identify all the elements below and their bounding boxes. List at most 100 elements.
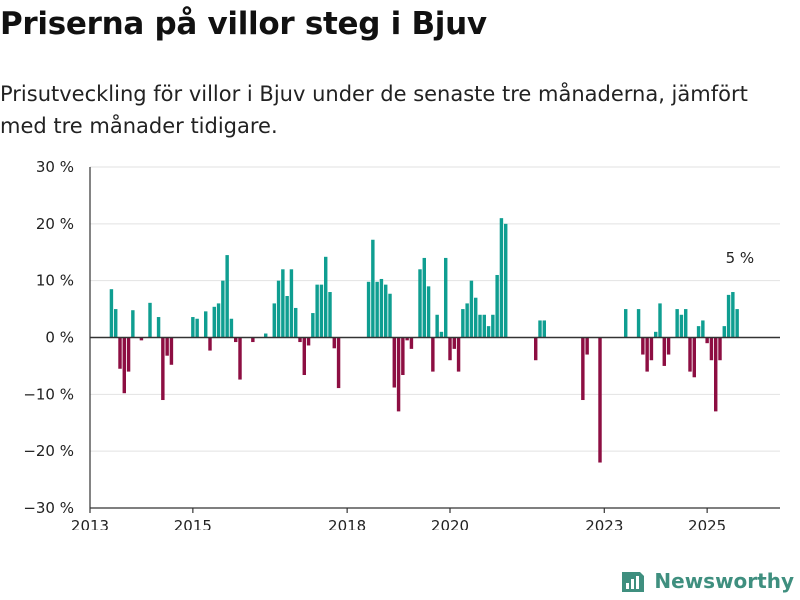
bar-positive: [285, 296, 289, 338]
labels: 30 % 20 % 10 % 0 % −10 % −20 % −30 %2013 2015 20…: [23, 158, 754, 530]
bar-negative: [456, 337, 461, 372]
y-tick-label: 0 %: [45, 329, 74, 347]
bar-positive: [474, 297, 478, 338]
y-tick-label: −10 %: [23, 385, 74, 403]
bar-positive: [538, 320, 542, 338]
bar-positive: [435, 314, 439, 338]
bar-positive: [264, 333, 268, 338]
bar-positive: [225, 255, 229, 338]
bar-negative: [452, 337, 456, 349]
bar-positive: [384, 284, 388, 338]
bar-positive: [439, 331, 444, 338]
bar-positive: [422, 257, 426, 338]
bar-negative: [336, 337, 341, 389]
bar-positive: [624, 309, 628, 338]
bar-negative: [118, 337, 122, 369]
y-tick-label: −30 %: [23, 499, 74, 517]
bar-positive: [465, 303, 469, 338]
axes: [89, 167, 780, 513]
bar-chart: 30 % 20 % 10 % 0 % −10 % −20 % −30 %2013 2015 20…: [23, 158, 780, 530]
bar-negative: [392, 337, 396, 388]
bar-positive: [731, 292, 735, 338]
newsworthy-logo: Newsworthy: [620, 568, 794, 594]
x-tick-label: 2013: [71, 517, 109, 530]
x-tick-label: 2020: [431, 517, 469, 530]
x-tick-label: 2023: [585, 517, 623, 530]
newsworthy-logo-text: Newsworthy: [654, 569, 794, 593]
bar-positive: [684, 309, 688, 338]
bar-negative: [401, 337, 405, 376]
bar-positive: [636, 309, 641, 338]
bar-negative: [302, 337, 306, 376]
bar-negative: [718, 337, 722, 361]
bar-negative: [581, 337, 585, 401]
bar-positive: [294, 307, 298, 338]
bar-positive: [722, 326, 726, 338]
bar-negative: [409, 337, 414, 349]
bar-positive: [366, 281, 371, 338]
bar-positive: [735, 309, 739, 338]
bar-positive: [696, 326, 701, 338]
bar-positive: [272, 303, 276, 338]
bar-positive: [311, 313, 315, 338]
annotation-label: 5 %: [726, 249, 755, 267]
bar-negative: [692, 337, 696, 378]
bar-positive: [675, 309, 679, 338]
bar-positive: [542, 320, 546, 338]
bar-positive: [461, 309, 465, 338]
bar-negative: [165, 337, 169, 356]
bar-positive: [469, 280, 474, 338]
bar-negative: [298, 337, 302, 343]
bar-positive: [726, 294, 731, 338]
bar-negative: [169, 337, 174, 365]
bar-negative: [448, 337, 452, 361]
bar-positive: [679, 314, 684, 338]
bar-negative: [649, 337, 654, 361]
bar-negative: [251, 337, 255, 343]
x-tick-label: 2015: [174, 517, 212, 530]
bar-negative: [234, 337, 238, 343]
bar-positive: [289, 269, 294, 338]
bar-positive: [658, 303, 662, 338]
bar-negative: [705, 337, 709, 344]
bar-negative: [534, 337, 538, 361]
bar-positive: [654, 331, 658, 338]
bar-negative: [585, 337, 589, 355]
y-tick-label: 10 %: [36, 272, 74, 290]
bar-negative: [396, 337, 401, 412]
bar-positive: [131, 310, 135, 338]
bar-positive: [216, 303, 221, 338]
bar-positive: [371, 239, 375, 338]
y-tick-label: 20 %: [36, 215, 74, 233]
bar-positive: [148, 302, 152, 338]
bar-negative: [431, 337, 435, 372]
bar-positive: [495, 274, 499, 338]
bar-positive: [486, 326, 491, 338]
bar-negative: [332, 337, 336, 349]
bar-positive: [195, 318, 199, 338]
bar-positive: [191, 317, 195, 338]
bar-positive: [229, 318, 234, 338]
bar-positive: [444, 257, 448, 338]
bar-negative: [122, 337, 126, 394]
bar-positive: [482, 314, 486, 338]
bar-negative: [126, 337, 131, 372]
bar-positive: [212, 306, 216, 338]
bar-positive: [701, 320, 705, 338]
bar-positive: [204, 311, 208, 338]
bars: [109, 218, 739, 463]
bar-negative: [598, 337, 602, 463]
bar-positive: [324, 256, 328, 338]
bar-positive: [388, 293, 392, 338]
bar-positive: [499, 218, 504, 338]
newsworthy-logo-icon: [622, 572, 645, 592]
chart-subtitle: Prisutveckling för villor i Bjuv under d…: [0, 82, 748, 138]
bar-negative: [306, 337, 311, 346]
bar-positive: [281, 269, 285, 338]
bar-positive: [114, 309, 118, 338]
bar-negative: [688, 337, 692, 372]
chart-title: Priserna på villor steg i Bjuv: [0, 6, 487, 42]
bar-negative: [662, 337, 666, 366]
bar-positive: [156, 317, 161, 338]
x-tick-label: 2018: [328, 517, 366, 530]
